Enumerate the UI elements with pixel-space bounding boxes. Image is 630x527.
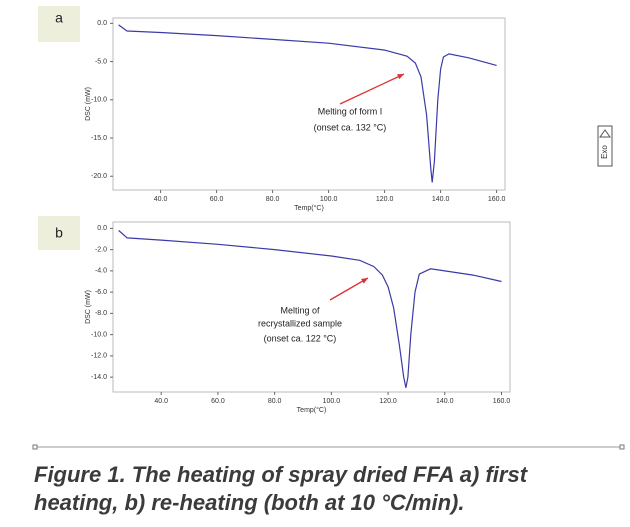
annotation-arrow [339, 73, 405, 105]
x-tick-label: 60.0 [210, 196, 224, 203]
plot-frame [112, 221, 511, 393]
x-tick-label: 100.0 [323, 398, 341, 405]
exo-arrow [599, 129, 611, 138]
data-line [118, 24, 497, 183]
y-axis-label: DSC (mW) [85, 87, 92, 121]
y-tick-label: -20.0 [91, 173, 107, 180]
x-tick-label: 60.0 [211, 398, 225, 405]
x-axis-label: Temp(°C) [294, 204, 324, 212]
y-tick-label: -15.0 [91, 135, 107, 142]
divider-end [32, 444, 38, 450]
y-tick-label: -2.0 [95, 246, 107, 253]
y-axis-label: DSC (mW) [85, 290, 92, 324]
panel-label: b [55, 225, 63, 241]
annotation: (onset ca. 122 °C) [264, 333, 337, 343]
y-tick-label: -12.0 [91, 353, 107, 360]
plot-frame [112, 17, 506, 191]
x-tick-label: 120.0 [376, 196, 394, 203]
x-tick-label: 80.0 [266, 196, 280, 203]
data-line [118, 230, 502, 388]
panel-label: a [55, 10, 63, 26]
arrow-head [397, 74, 404, 80]
annotation: recrystallized sample [258, 318, 342, 328]
x-tick-label: 140.0 [432, 196, 450, 203]
exo-box [597, 125, 613, 167]
y-tick-label: -8.0 [95, 310, 107, 317]
x-tick-label: 40.0 [154, 398, 168, 405]
y-tick-label: 0.0 [97, 20, 107, 27]
y-tick-label: -6.0 [95, 289, 107, 296]
panel-box [38, 6, 80, 42]
x-tick-label: 160.0 [493, 398, 511, 405]
x-axis-label: Temp(°C) [297, 406, 327, 414]
panel-box [38, 216, 80, 250]
arrow-head [361, 278, 368, 284]
x-tick-label: 40.0 [154, 196, 168, 203]
annotation-arrow [329, 277, 369, 301]
annotation: Melting of [280, 305, 320, 315]
y-tick-label: -10.0 [91, 97, 107, 104]
y-tick-label: -14.0 [91, 374, 107, 381]
y-tick-label: 0.0 [97, 225, 107, 232]
divider-end [619, 444, 625, 450]
x-tick-label: 140.0 [436, 398, 454, 405]
y-tick-label: -10.0 [91, 331, 107, 338]
x-tick-label: 160.0 [488, 196, 506, 203]
x-tick-label: 80.0 [268, 398, 282, 405]
annotation: (onset ca. 132 °C) [314, 122, 387, 132]
caption: heating, b) re-heating (both at 10 °C/mi… [34, 490, 464, 515]
y-tick-label: -4.0 [95, 268, 107, 275]
x-tick-label: 100.0 [320, 196, 338, 203]
exo-label: Exo [600, 145, 609, 159]
caption: Figure 1. The heating of spray dried FFA… [34, 462, 529, 487]
annotation: Melting of form I [318, 106, 383, 116]
x-tick-label: 120.0 [379, 398, 397, 405]
y-tick-label: -5.0 [95, 58, 107, 65]
